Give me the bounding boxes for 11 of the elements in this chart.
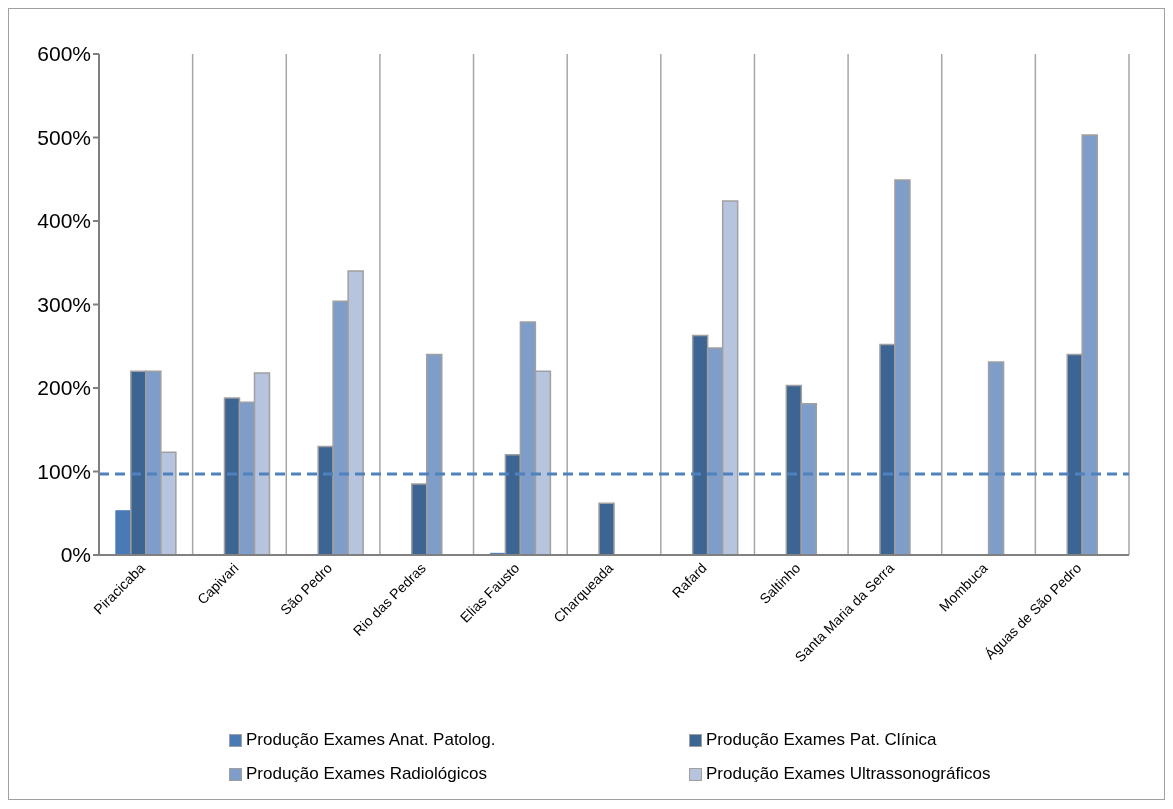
y-tick-label: 200% xyxy=(37,376,91,400)
y-tick-label: 600% xyxy=(37,42,91,66)
legend-label: Produção Exames Ultrassonográficos xyxy=(706,764,991,784)
y-tick-label: 500% xyxy=(37,125,91,149)
legend-label: Produção Exames Pat. Clínica xyxy=(706,730,937,750)
legend-label: Produção Exames Anat. Patolog. xyxy=(246,730,496,750)
y-tick-label: 300% xyxy=(37,292,91,316)
y-tick-label: 400% xyxy=(37,209,91,233)
y-tick-label: 100% xyxy=(37,459,91,483)
legend-label: Produção Exames Radiológicos xyxy=(246,764,487,784)
y-tick-label: 0% xyxy=(60,543,91,567)
